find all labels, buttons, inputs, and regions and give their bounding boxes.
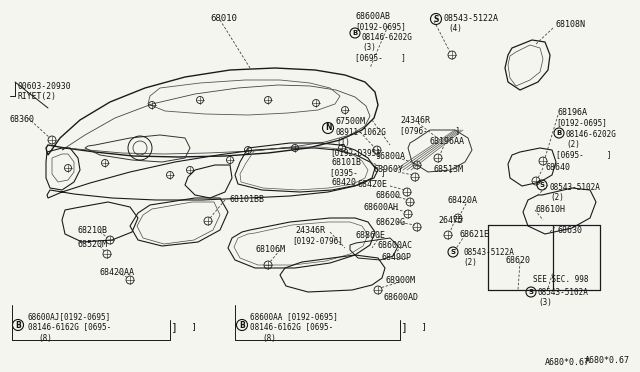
Text: 68600: 68600 xyxy=(375,191,400,200)
Text: 26475: 26475 xyxy=(438,216,463,225)
Text: B: B xyxy=(556,130,562,136)
Text: 68860E: 68860E xyxy=(355,231,385,240)
Text: (1): (1) xyxy=(336,138,350,147)
Text: A680*0.67: A680*0.67 xyxy=(545,358,590,367)
Text: [0192-0695]: [0192-0695] xyxy=(556,118,607,127)
Text: 68600AB: 68600AB xyxy=(355,12,390,21)
Text: 68360: 68360 xyxy=(10,115,35,124)
Text: S: S xyxy=(433,15,438,23)
Text: 68600AA [0192-0695]: 68600AA [0192-0695] xyxy=(250,312,338,321)
Text: RIYET(2): RIYET(2) xyxy=(18,92,57,101)
Text: ]: ] xyxy=(172,322,177,332)
Text: 68630: 68630 xyxy=(558,226,583,235)
Text: 68620: 68620 xyxy=(505,256,530,265)
Text: S: S xyxy=(540,182,545,188)
Text: 08543-5122A: 08543-5122A xyxy=(444,14,499,23)
Text: 68610H: 68610H xyxy=(535,205,565,214)
Text: A680*0.67: A680*0.67 xyxy=(585,356,630,365)
Text: B: B xyxy=(239,321,245,330)
Text: 24346R: 24346R xyxy=(295,226,325,235)
Text: 68600AC: 68600AC xyxy=(378,241,413,250)
Text: 68420: 68420 xyxy=(332,178,357,187)
Text: 68513M: 68513M xyxy=(433,165,463,174)
Text: [0192-0695]: [0192-0695] xyxy=(355,22,406,31)
Text: (3): (3) xyxy=(362,43,376,52)
Text: [0192-0796]: [0192-0796] xyxy=(292,236,343,245)
Text: 00603-20930: 00603-20930 xyxy=(18,82,72,91)
Text: 08543-5122A: 08543-5122A xyxy=(463,248,514,257)
Text: (2): (2) xyxy=(463,258,477,267)
Text: [0695-    ]: [0695- ] xyxy=(355,53,406,62)
Text: 08146-6202G: 08146-6202G xyxy=(566,130,617,139)
Text: ]: ] xyxy=(170,322,197,331)
Text: 68960Y: 68960Y xyxy=(374,165,404,174)
Text: 68210B: 68210B xyxy=(78,226,108,235)
Text: 67500M: 67500M xyxy=(335,117,365,126)
Text: (8): (8) xyxy=(262,334,276,343)
Text: [0192-D395]: [0192-D395] xyxy=(330,148,381,157)
Text: 68106M: 68106M xyxy=(255,245,285,254)
Text: 08146-6162G [0695-: 08146-6162G [0695- xyxy=(28,322,111,331)
Text: 68196AA: 68196AA xyxy=(430,137,465,146)
Text: ]: ] xyxy=(402,322,406,332)
Text: [0695-     ]: [0695- ] xyxy=(556,150,611,159)
Text: 68900M: 68900M xyxy=(385,276,415,285)
Text: 08146-6202G: 08146-6202G xyxy=(362,33,413,42)
Text: 68010: 68010 xyxy=(210,14,237,23)
Text: (2): (2) xyxy=(550,193,564,202)
Text: (3): (3) xyxy=(538,298,552,307)
Text: N: N xyxy=(324,124,332,132)
Text: (8): (8) xyxy=(38,334,52,343)
Text: 96800A: 96800A xyxy=(375,152,405,161)
Text: 68600AJ[0192-0695]: 68600AJ[0192-0695] xyxy=(28,312,111,321)
Text: 68600AD: 68600AD xyxy=(383,293,418,302)
Text: (2): (2) xyxy=(566,140,580,149)
Text: S: S xyxy=(529,289,534,295)
Text: 68420AA: 68420AA xyxy=(100,268,135,277)
Text: 68520M: 68520M xyxy=(78,240,108,249)
Text: 68490P: 68490P xyxy=(382,253,412,262)
Text: 68621E: 68621E xyxy=(460,230,490,239)
Text: 68101BB: 68101BB xyxy=(230,195,265,204)
Text: 24346R: 24346R xyxy=(400,116,430,125)
Text: 68420E: 68420E xyxy=(357,180,387,189)
Text: [0395-     ]: [0395- ] xyxy=(330,168,385,177)
Text: ]: ] xyxy=(400,322,427,331)
Text: 68620G: 68620G xyxy=(375,218,405,227)
Text: 68640: 68640 xyxy=(545,163,570,172)
Text: B: B xyxy=(15,321,21,330)
Text: 68600AH: 68600AH xyxy=(364,203,399,212)
Text: 08543-5102A: 08543-5102A xyxy=(550,183,601,192)
Text: 68101B: 68101B xyxy=(332,158,362,167)
Text: 08543-5102A: 08543-5102A xyxy=(538,288,589,297)
Text: 08146-6162G [0695-: 08146-6162G [0695- xyxy=(250,322,333,331)
Text: 08911-1062G: 08911-1062G xyxy=(336,128,387,137)
Text: [0796-      ]: [0796- ] xyxy=(400,126,460,135)
Text: B: B xyxy=(353,30,358,36)
Text: S: S xyxy=(451,249,456,255)
Text: 68196A: 68196A xyxy=(558,108,588,117)
Text: 68108N: 68108N xyxy=(555,20,585,29)
Text: (4): (4) xyxy=(448,24,462,33)
Text: 68420A: 68420A xyxy=(448,196,478,205)
Text: SEE SEC. 998: SEE SEC. 998 xyxy=(533,275,589,284)
